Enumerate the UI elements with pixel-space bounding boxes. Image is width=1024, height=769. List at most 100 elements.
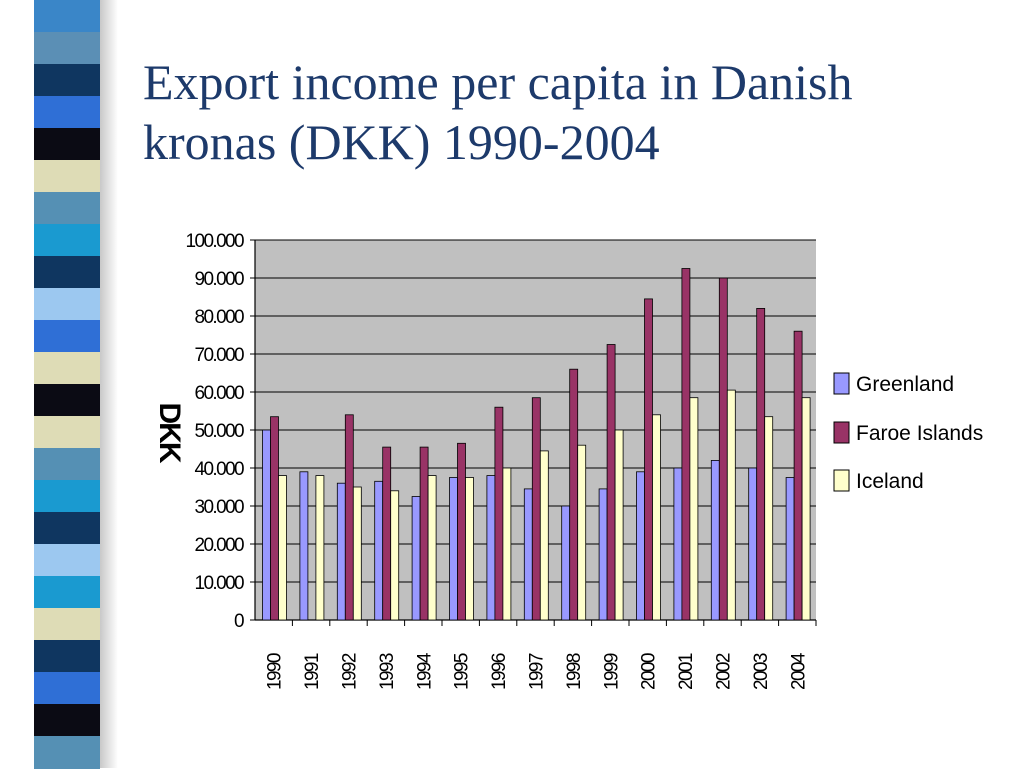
stripe-block [34, 640, 100, 673]
stripe-block [34, 544, 100, 577]
stripe-block [34, 384, 100, 417]
bar-iceland [801, 397, 811, 621]
x-tick-label: 1994 [414, 652, 435, 690]
bar-greenland [299, 471, 309, 621]
bar-faroe-islands [344, 414, 354, 621]
y-tick-label: 20.000 [194, 535, 244, 556]
bar-greenland [336, 482, 346, 621]
x-tick-label: 2003 [751, 653, 772, 690]
stripe-block [34, 480, 100, 513]
stripe-block [34, 64, 100, 97]
legend-label: Iceland [856, 470, 924, 493]
x-tick-label: 1996 [489, 653, 510, 690]
x-tick-label: 1990 [265, 653, 286, 690]
bar-iceland [652, 414, 661, 621]
y-tick-label: 40.000 [194, 459, 244, 480]
y-axis-label: DKK [153, 403, 186, 464]
x-tick-label: 1993 [377, 653, 398, 690]
bar-iceland [577, 444, 587, 621]
bar-greenland [636, 471, 645, 621]
bar-faroe-islands [270, 416, 279, 621]
y-tick-label: 0 [234, 611, 244, 632]
bar-iceland [614, 429, 624, 621]
bar-iceland [726, 389, 736, 621]
stripe-block [34, 128, 100, 161]
stripe-block [34, 512, 100, 545]
y-tick-label: 50.000 [194, 421, 244, 442]
stripe-block [34, 448, 100, 481]
bar-iceland [764, 416, 774, 621]
bar-greenland [523, 488, 533, 621]
bar-faroe-islands [382, 446, 392, 621]
bar-faroe-islands [606, 344, 616, 621]
bar-faroe-islands [756, 307, 766, 621]
x-tick-label: 1991 [302, 653, 323, 690]
bar-greenland [673, 467, 683, 621]
y-tick-label: 30.000 [194, 497, 244, 518]
legend-swatch [833, 421, 850, 444]
x-tick-label: 2002 [714, 653, 735, 690]
x-tick-label: 2001 [676, 653, 697, 690]
stripe-block [34, 288, 100, 321]
x-tick-label: 1999 [601, 653, 622, 690]
slide-title-line-2: kronas (DKK) 1990-2004 [143, 114, 660, 170]
stripe-block [34, 352, 100, 385]
bar-greenland [449, 477, 458, 621]
bar-iceland [539, 450, 549, 621]
y-tick-label: 70.000 [194, 345, 244, 366]
decorative-stripe [34, 0, 100, 769]
stripe-block [34, 320, 100, 353]
bar-faroe-islands [494, 406, 504, 621]
stripe-shadow [100, 0, 118, 768]
stripe-block [34, 192, 100, 225]
stripe-block [34, 224, 100, 257]
bar-iceland [315, 475, 325, 621]
stripe-block [34, 160, 100, 193]
bar-faroe-islands [793, 330, 803, 621]
slide-title-line-1: Export income per capita in Danish [143, 54, 853, 110]
stripe-block [34, 704, 100, 737]
bar-iceland [689, 397, 699, 621]
stripe-block [34, 416, 100, 449]
bar-greenland [748, 467, 758, 621]
y-tick-label: 90.000 [194, 269, 244, 290]
y-tick-label: 80.000 [194, 307, 244, 328]
legend-label: Faroe Islands [856, 422, 983, 445]
bar-greenland [710, 459, 720, 621]
bar-iceland [352, 486, 362, 621]
bar-greenland [262, 429, 271, 621]
stripe-block [34, 576, 100, 609]
bar-faroe-islands [644, 298, 653, 621]
bar-greenland [598, 488, 608, 621]
stripe-block [34, 736, 100, 769]
stripe-block [34, 256, 100, 289]
slide-title: Export income per capita in Danish krona… [143, 52, 1003, 172]
y-tick-label: 10.000 [194, 573, 244, 594]
bar-iceland [278, 475, 287, 621]
legend-swatch [833, 372, 850, 395]
legend-label: Greenland [856, 373, 954, 396]
bar-greenland [486, 475, 496, 621]
bar-greenland [374, 480, 384, 621]
stripe-block [34, 672, 100, 705]
bar-faroe-islands [681, 268, 691, 621]
x-tick-label: 1995 [452, 653, 473, 690]
stripe-block [34, 608, 100, 641]
bar-greenland [561, 505, 571, 621]
bar-greenland [785, 477, 795, 621]
x-tick-label: 1992 [340, 653, 361, 690]
legend-swatch [833, 469, 850, 492]
bar-faroe-islands [531, 397, 541, 621]
bar-greenland [411, 496, 421, 621]
x-tick-label: 2004 [788, 652, 809, 690]
bar-faroe-islands [457, 442, 466, 621]
stripe-block [34, 32, 100, 65]
bar-iceland [427, 475, 437, 621]
bar-iceland [502, 467, 512, 621]
x-tick-label: 2000 [639, 653, 660, 690]
y-tick-label: 100.000 [186, 231, 245, 252]
stripe-block [34, 96, 100, 129]
bar-faroe-islands [569, 368, 579, 621]
x-tick-label: 1997 [527, 653, 548, 690]
